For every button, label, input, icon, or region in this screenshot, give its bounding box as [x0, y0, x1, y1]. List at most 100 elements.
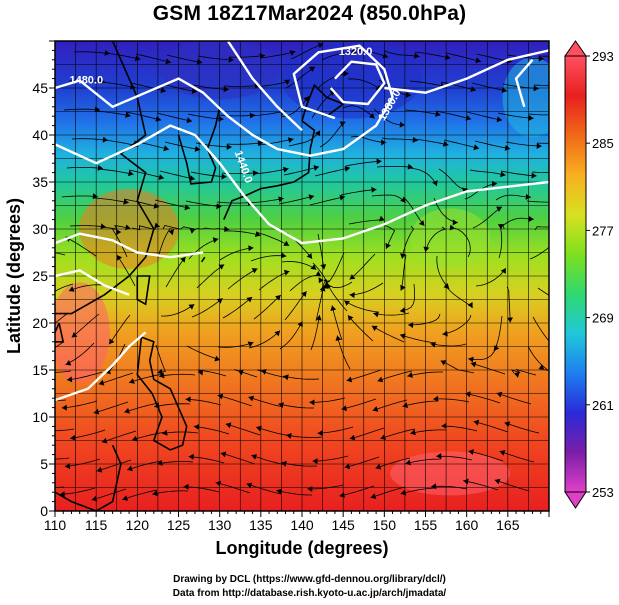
streamline: [414, 51, 451, 59]
streamline-arrow: [116, 229, 122, 236]
height-contour: [55, 124, 549, 245]
streamline: [349, 427, 385, 440]
streamline: [55, 252, 66, 256]
height-contour: [55, 269, 130, 296]
streamline: [71, 138, 108, 141]
streamline: [494, 479, 530, 492]
streamline: [55, 370, 72, 373]
streamline-arrow: [283, 240, 290, 246]
streamline-arrow: [317, 430, 323, 437]
streamline: [256, 426, 292, 437]
streamline: [104, 52, 141, 60]
streamline: [372, 399, 408, 411]
y-tick-label: 25: [32, 268, 48, 284]
streamline: [249, 110, 286, 117]
streamline: [473, 421, 509, 433]
streamline-arrow: [310, 264, 317, 270]
streamline: [190, 171, 227, 178]
streamline-arrow: [371, 325, 378, 332]
colorbar-tick-label: 269: [592, 311, 614, 326]
streamline-arrow: [289, 50, 296, 56]
height-contour: [514, 59, 534, 108]
streamline-arrow: [308, 194, 315, 201]
x-axis-label: Longitude (degrees): [215, 538, 388, 558]
colorbar-tick-label: 277: [592, 223, 614, 238]
streamline: [470, 362, 506, 375]
streamline: [66, 167, 103, 169]
streamline-arrow: [155, 116, 162, 122]
streamline-arrow: [99, 78, 105, 85]
streamline-arrow: [184, 204, 190, 211]
streamline-arrow: [375, 463, 382, 470]
streamline: [507, 54, 544, 60]
streamline: [343, 300, 379, 313]
coastline: [55, 444, 122, 511]
streamline: [349, 253, 376, 280]
streamline-arrow: [414, 52, 420, 59]
streamline: [197, 55, 234, 61]
streamline: [314, 167, 351, 177]
streamline: [527, 345, 549, 371]
streamline: [61, 400, 98, 409]
streamline-arrow: [351, 49, 357, 56]
streamline: [375, 457, 411, 469]
streamline-arrow: [186, 117, 192, 124]
streamline-arrow: [28, 483, 34, 489]
streamline: [347, 78, 382, 91]
streamline: [253, 294, 282, 320]
streamline: [154, 403, 191, 408]
streamline-arrow: [410, 429, 416, 436]
streamline: [196, 264, 225, 289]
streamline: [370, 486, 406, 499]
colorbar-top-arrow: [564, 40, 587, 57]
streamline: [440, 81, 477, 91]
streamline-arrow: [514, 372, 520, 378]
streamline-arrow: [102, 136, 108, 143]
streamline-arrow: [216, 203, 222, 210]
colorbar-body: [564, 55, 587, 493]
streamline: [532, 316, 549, 342]
streamline: [350, 135, 387, 143]
coastline: [55, 322, 65, 343]
streamline-arrow: [261, 369, 267, 375]
streamline: [325, 278, 353, 289]
contour-label: 1320.0: [339, 46, 373, 58]
streamline: [124, 402, 160, 413]
streamline: [248, 396, 284, 408]
streamline-arrow: [528, 216, 534, 222]
streamline: [445, 52, 482, 62]
streamline-arrow: [538, 55, 544, 62]
streamline: [224, 230, 261, 236]
streamline-arrow: [31, 354, 36, 360]
streamline: [276, 490, 312, 496]
y-tick-label: 45: [32, 80, 48, 96]
streamline: [441, 425, 478, 432]
streamline-arrow: [433, 395, 439, 402]
x-tick-label: 120: [126, 517, 150, 533]
streamline: [307, 484, 344, 490]
streamline-arrow: [531, 172, 537, 179]
streamline-arrow: [313, 165, 319, 171]
streamline-arrow: [339, 121, 346, 127]
streamline-arrow: [41, 295, 47, 301]
streamline-arrow: [157, 460, 163, 466]
streamline: [61, 195, 98, 198]
x-tick-label: 140: [290, 517, 314, 533]
y-tick-label: 15: [32, 362, 48, 378]
streamline-arrow: [283, 166, 289, 173]
streamline-arrow: [251, 454, 257, 460]
streamline-arrow: [125, 112, 131, 118]
streamline-arrow: [330, 305, 337, 311]
streamline-arrow: [301, 291, 307, 297]
streamline-arrow: [318, 277, 324, 284]
streamline-arrow: [188, 453, 194, 460]
streamline: [228, 55, 265, 58]
streamline-arrow: [432, 180, 438, 186]
streamline: [341, 398, 377, 410]
streamline: [96, 459, 132, 472]
streamline-arrow: [441, 422, 447, 429]
streamline: [531, 171, 549, 173]
streamline: [379, 224, 396, 249]
streamline-arrow: [382, 52, 389, 59]
streamline-arrow: [412, 136, 418, 143]
